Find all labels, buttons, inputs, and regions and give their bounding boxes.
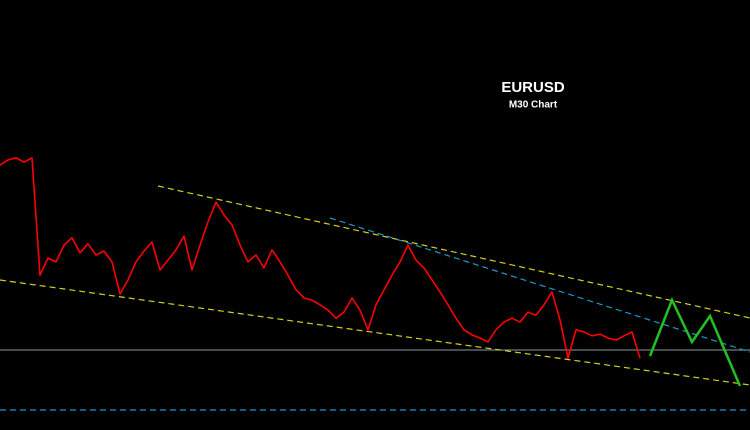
inner-trendline xyxy=(329,217,750,353)
projection xyxy=(648,296,742,387)
lower-trendline xyxy=(0,279,750,386)
upper-trendline xyxy=(157,185,750,319)
price-line xyxy=(0,157,641,359)
chart-subtitle: M30 Chart xyxy=(509,100,558,111)
chart-title: EURUSD xyxy=(501,79,565,96)
